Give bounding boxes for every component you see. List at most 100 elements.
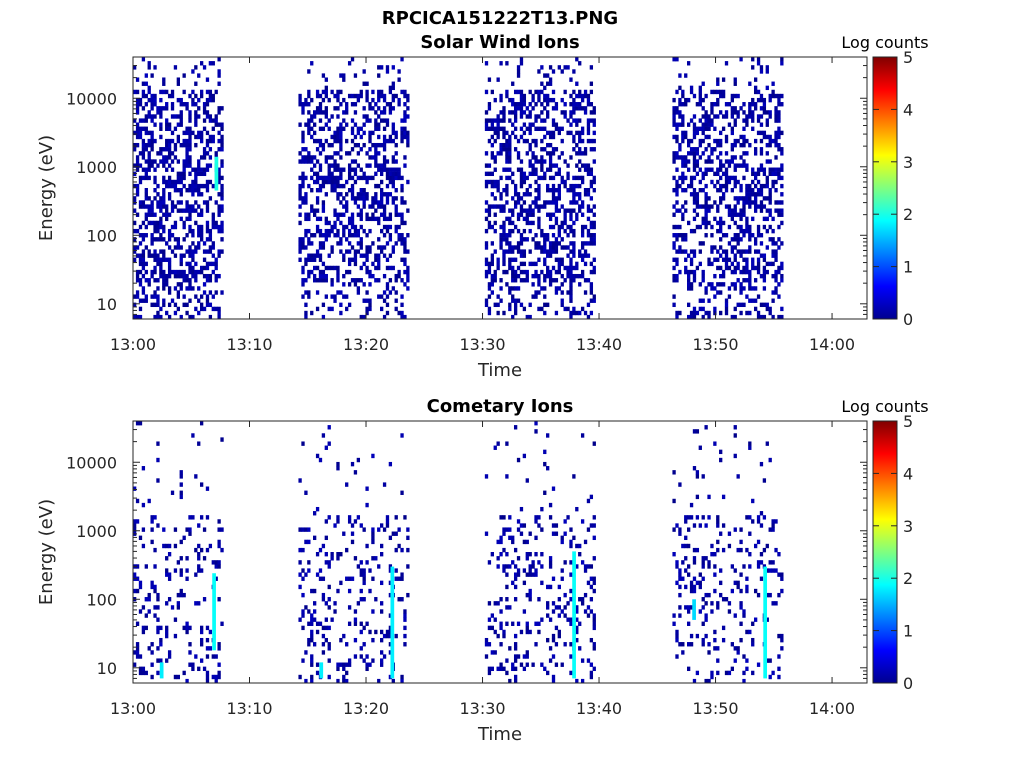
spectrogram-cell xyxy=(377,151,381,156)
spectrogram-cell xyxy=(208,118,213,123)
spectrogram-cell xyxy=(138,233,143,238)
spectrogram-cell xyxy=(339,237,343,242)
spectrogram-cell xyxy=(165,601,169,606)
spectrogram-cell xyxy=(508,175,512,181)
spectrogram-cell xyxy=(505,441,509,446)
spectrogram-cell xyxy=(217,208,221,213)
spectrogram-cell xyxy=(508,233,512,238)
spectrogram-cell xyxy=(519,167,524,172)
spectrogram-cell xyxy=(315,200,320,205)
spectrogram-cell xyxy=(493,97,497,103)
spectrogram-cell xyxy=(153,179,157,185)
spectrogram-cell xyxy=(678,584,682,590)
spectrogram-cell xyxy=(165,543,169,549)
spectrogram-cell xyxy=(403,134,407,140)
spectrogram-cell xyxy=(502,167,506,172)
spectrogram-cell xyxy=(675,188,679,193)
spectrogram-cell xyxy=(513,286,518,291)
spectrogram-cell xyxy=(519,159,524,164)
spectrogram-cell xyxy=(575,629,579,635)
spectrogram-cell xyxy=(197,568,201,573)
spectrogram-cell xyxy=(721,196,726,201)
spectrogram-cell xyxy=(144,216,148,222)
spectrogram-cell xyxy=(499,237,503,242)
spectrogram-cell xyxy=(777,314,781,320)
spectrogram-cell xyxy=(400,433,404,438)
spectrogram-cell xyxy=(710,179,714,185)
spectrogram-cell xyxy=(739,588,743,594)
spectrogram-cell xyxy=(194,175,198,181)
spectrogram-cell xyxy=(543,257,547,262)
spectrogram-cell xyxy=(185,678,189,684)
spectrogram-cell xyxy=(359,237,363,242)
spectrogram-cell xyxy=(202,597,207,602)
spectrogram-cell xyxy=(502,220,506,226)
spectrogram-cell xyxy=(333,298,337,303)
spectrogram-cell xyxy=(756,57,761,62)
spectrogram-cell xyxy=(406,273,410,279)
spectrogram-cell xyxy=(217,253,221,258)
spectrogram-cell xyxy=(365,621,369,626)
spectrogram-cell xyxy=(388,592,393,598)
spectrogram-cell xyxy=(138,200,143,205)
spectrogram-cell xyxy=(400,138,404,144)
spectrogram-cell xyxy=(777,114,781,119)
spectrogram-cell xyxy=(321,273,326,279)
spectrogram-cell xyxy=(719,167,723,172)
spectrogram-cell xyxy=(182,625,186,631)
spectrogram-cell xyxy=(336,290,340,295)
spectrogram-cell xyxy=(516,167,521,172)
spectrogram-cell xyxy=(745,192,749,197)
spectrogram-cell xyxy=(205,261,210,267)
spectrogram-cell xyxy=(566,253,570,258)
spectrogram-cell xyxy=(748,224,752,230)
spectrogram-cell xyxy=(185,147,189,152)
spectrogram-cell xyxy=(217,560,221,565)
spectrogram-cell xyxy=(505,147,509,152)
spectrogram-cell xyxy=(391,171,395,177)
spectrogram-cell xyxy=(162,196,166,201)
spectrogram-cell xyxy=(551,188,556,193)
spectrogram-cell xyxy=(719,183,723,189)
spectrogram-cell xyxy=(135,163,140,168)
spectrogram-cell xyxy=(745,547,749,553)
spectrogram-cell xyxy=(554,269,559,275)
x-tick-label: 13:30 xyxy=(459,699,505,718)
spectrogram-cell xyxy=(695,310,700,316)
spectrogram-cell xyxy=(496,666,500,672)
spectrogram-cell xyxy=(756,314,761,320)
spectrogram-cell xyxy=(150,73,154,78)
spectrogram-cell xyxy=(695,159,700,164)
spectrogram-cell xyxy=(356,286,361,291)
spectrogram-cell xyxy=(780,93,784,99)
spectrogram-cell xyxy=(586,188,591,193)
spectrogram-cell xyxy=(138,151,143,156)
spectrogram-cell xyxy=(304,527,308,532)
spectrogram-cell xyxy=(490,666,494,672)
spectrogram-cell xyxy=(537,282,541,287)
spectrogram-cell xyxy=(678,310,682,316)
spectrogram-cell xyxy=(217,597,221,602)
spectrogram-cell xyxy=(318,93,323,99)
spectrogram-cell xyxy=(318,126,323,131)
spectrogram-cell xyxy=(572,233,576,238)
spectrogram-cell xyxy=(400,597,404,602)
spectrogram-cell xyxy=(339,220,343,226)
spectrogram-cell xyxy=(551,637,556,643)
spectrogram-cell xyxy=(689,282,694,287)
spectrogram-cell xyxy=(771,253,775,258)
spectrogram-cell xyxy=(716,89,720,95)
spectrogram-cell xyxy=(350,118,355,123)
spectrogram-cell xyxy=(208,646,213,651)
spectrogram-cell xyxy=(531,167,535,172)
spectrogram-cell xyxy=(353,200,358,205)
spectrogram-cell xyxy=(704,286,708,291)
spectrogram-cell xyxy=(191,228,195,234)
spectrogram-cell xyxy=(531,220,535,226)
spectrogram-cell xyxy=(374,208,378,213)
spectrogram-cell xyxy=(173,568,178,573)
spectrogram-cell xyxy=(572,208,576,213)
spectrogram-cell xyxy=(513,89,518,95)
spectrogram-cell xyxy=(199,306,204,312)
spectrogram-cell xyxy=(487,106,492,111)
